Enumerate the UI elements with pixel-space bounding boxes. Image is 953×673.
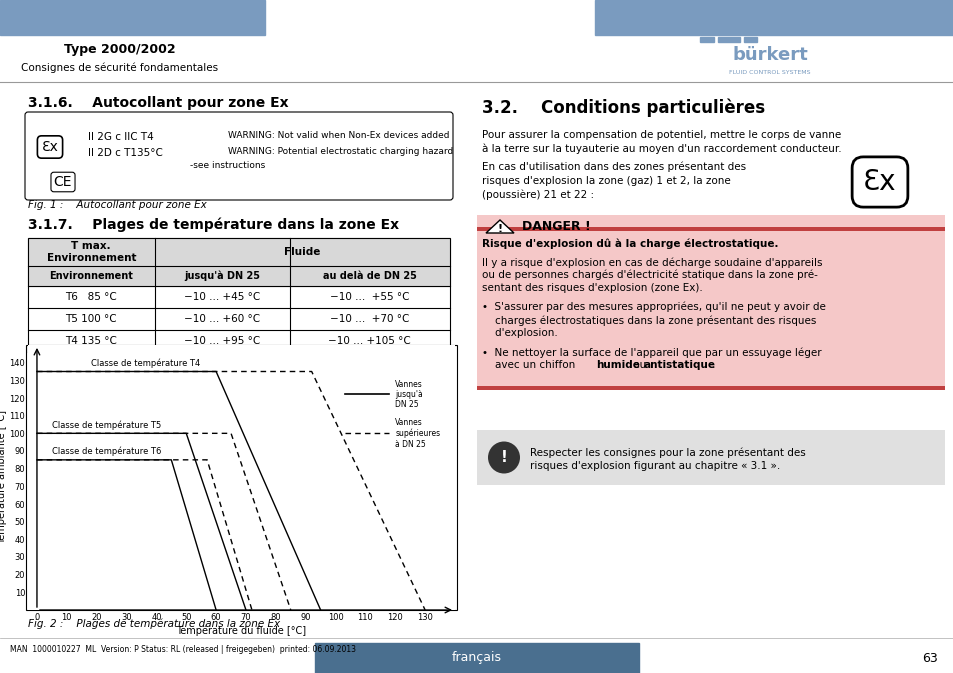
Text: -see instructions: -see instructions <box>191 160 265 170</box>
Text: au delà de DN 25: au delà de DN 25 <box>322 271 416 281</box>
Text: 3.1.7.    Plages de température dans la zone Ex: 3.1.7. Plages de température dans la zon… <box>28 218 398 232</box>
Bar <box>476 227 944 231</box>
Text: T max.
Environnement: T max. Environnement <box>47 241 136 262</box>
Bar <box>0 0 265 35</box>
Text: Environnement: Environnement <box>50 271 133 281</box>
Text: Fig. 2 :    Plages de température dans la zone Ex: Fig. 2 : Plages de température dans la z… <box>28 618 280 629</box>
Text: antistatique: antistatique <box>643 360 716 370</box>
Bar <box>595 0 953 35</box>
Text: Tab. 1 :    Plages de température dans la zone Ex: Tab. 1 : Plages de température dans la z… <box>28 361 283 371</box>
Text: .: . <box>711 360 715 370</box>
Text: risques d'explosion la zone (gaz) 1 et 2, la zone: risques d'explosion la zone (gaz) 1 et 2… <box>481 176 730 186</box>
Text: T6   85 °C: T6 85 °C <box>66 292 117 302</box>
Bar <box>26 345 456 610</box>
Text: −10 ... +60 °C: −10 ... +60 °C <box>184 314 260 324</box>
Text: 63: 63 <box>922 651 937 664</box>
Text: −10 ... +45 °C: −10 ... +45 °C <box>184 292 260 302</box>
Text: FLUID CONTROL SYSTEMS: FLUID CONTROL SYSTEMS <box>728 69 810 75</box>
Text: Pour assurer la compensation de potentiel, mettre le corps de vanne
à la terre s: Pour assurer la compensation de potentie… <box>481 130 841 154</box>
Bar <box>314 643 639 673</box>
Text: WARNING: Not valid when Non-Ex devices added: WARNING: Not valid when Non-Ex devices a… <box>228 131 449 139</box>
Text: jusqu'à DN 25: jusqu'à DN 25 <box>184 271 260 281</box>
Text: (poussière) 21 et 22 :: (poussière) 21 et 22 : <box>481 190 594 201</box>
Text: Respecter les consignes pour la zone présentant des: Respecter les consignes pour la zone pré… <box>530 448 805 458</box>
Bar <box>28 238 450 352</box>
Text: 3.1.6.    Autocollant pour zone Ex: 3.1.6. Autocollant pour zone Ex <box>28 96 289 110</box>
Text: Fig. 1 :    Autocollant pour zone Ex: Fig. 1 : Autocollant pour zone Ex <box>28 200 207 210</box>
Text: !: ! <box>500 450 507 465</box>
Text: risques d'explosion figurant au chapitre « 3.1 ».: risques d'explosion figurant au chapitre… <box>530 461 780 471</box>
Text: WARNING: Potential electrostatic charging hazard: WARNING: Potential electrostatic chargin… <box>228 147 453 155</box>
Text: ou de personnes chargés d'électricité statique dans la zone pré-: ou de personnes chargés d'électricité st… <box>481 270 817 281</box>
Circle shape <box>488 441 519 474</box>
Text: Risque d'explosion dû à la charge électrostatique.: Risque d'explosion dû à la charge électr… <box>481 239 778 249</box>
Text: •  S'assurer par des mesures appropriées, qu'il ne peut y avoir de: • S'assurer par des mesures appropriées,… <box>481 302 825 312</box>
Y-axis label: Température ambiante [°C]: Température ambiante [°C] <box>0 411 7 544</box>
Text: −10 ...  +70 °C: −10 ... +70 °C <box>330 314 409 324</box>
Polygon shape <box>485 220 514 233</box>
Text: MAN  1000010227  ML  Version: P Status: RL (released | freigegeben)  printed: 06: MAN 1000010227 ML Version: P Status: RL … <box>10 645 355 655</box>
Bar <box>476 386 944 390</box>
Text: d'explosion.: d'explosion. <box>481 328 558 338</box>
Bar <box>718 37 740 42</box>
Text: CE: CE <box>53 175 72 189</box>
Text: !: ! <box>497 223 502 234</box>
Text: T5 100 °C: T5 100 °C <box>66 314 117 324</box>
Text: T4 135 °C: T4 135 °C <box>66 336 117 346</box>
Text: Classe de température T4: Classe de température T4 <box>91 359 200 368</box>
Text: français: français <box>452 651 501 664</box>
Text: DANGER !: DANGER ! <box>521 219 590 232</box>
Text: Consignes de sécurité fondamentales: Consignes de sécurité fondamentales <box>21 63 218 73</box>
Bar <box>700 37 713 42</box>
Text: ou: ou <box>629 360 649 370</box>
Text: 3.2.    Conditions particulières: 3.2. Conditions particulières <box>481 99 764 117</box>
Text: charges électrostatiques dans la zone présentant des risques: charges électrostatiques dans la zone pr… <box>481 315 816 326</box>
Bar <box>476 237 944 251</box>
Text: Ɛx: Ɛx <box>862 168 896 196</box>
Text: Type 2000/2002: Type 2000/2002 <box>64 44 175 57</box>
Text: II 2G c IIC T4: II 2G c IIC T4 <box>88 132 153 142</box>
Text: −10 ...  +55 °C: −10 ... +55 °C <box>330 292 409 302</box>
Bar <box>476 430 944 485</box>
X-axis label: Température du fluide [°C]: Température du fluide [°C] <box>176 626 306 637</box>
Text: Vannes
supérieures
à DN 25: Vannes supérieures à DN 25 <box>395 418 440 448</box>
Text: avec un chiffon: avec un chiffon <box>481 360 578 370</box>
Text: humide: humide <box>596 360 639 370</box>
Text: −10 ... +105 °C: −10 ... +105 °C <box>328 336 411 346</box>
Text: Vannes
jusqu'à
DN 25: Vannes jusqu'à DN 25 <box>395 380 422 409</box>
Text: bürkert: bürkert <box>731 46 807 64</box>
Text: Il y a risque d'explosion en cas de décharge soudaine d'appareils: Il y a risque d'explosion en cas de déch… <box>481 257 821 267</box>
Bar <box>28 238 450 286</box>
Text: −10 ... +95 °C: −10 ... +95 °C <box>184 336 260 346</box>
Text: Classe de température T5: Classe de température T5 <box>51 421 161 430</box>
Text: Fluide: Fluide <box>284 247 320 257</box>
Text: II 2D c T135°C: II 2D c T135°C <box>88 148 163 158</box>
Text: Classe de température T6: Classe de température T6 <box>51 447 161 456</box>
Bar <box>743 37 757 42</box>
Text: •  Ne nettoyer la surface de l'appareil que par un essuyage léger: • Ne nettoyer la surface de l'appareil q… <box>481 347 821 357</box>
Text: En cas d'utilisation dans des zones présentant des: En cas d'utilisation dans des zones prés… <box>481 162 745 172</box>
Text: Ɛx: Ɛx <box>42 140 58 154</box>
Text: sentant des risques d'explosion (zone Ex).: sentant des risques d'explosion (zone Ex… <box>481 283 702 293</box>
Bar <box>476 215 944 390</box>
